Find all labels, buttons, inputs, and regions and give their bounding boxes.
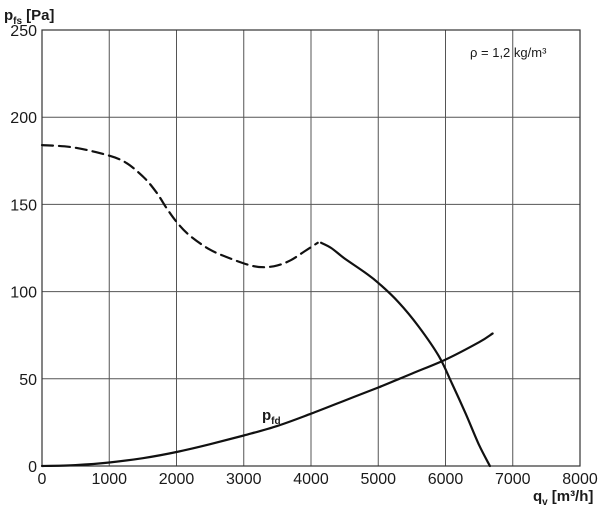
series-line-1	[320, 241, 491, 468]
x-tick-label: 7000	[495, 471, 531, 488]
y-tick-label: 200	[10, 110, 37, 127]
plot-frame	[41, 29, 581, 467]
x-tick-label: 8000	[562, 471, 598, 488]
tick-labels: 0 1000 2000 3000 4000 5000 6000 7000 8000 0 50 100 1…	[10, 23, 598, 488]
x-tick-label: 4000	[293, 471, 329, 488]
y-tick-label: 50	[19, 372, 37, 389]
x-tick-label: 1000	[91, 471, 127, 488]
series-label-pfd: pfd	[262, 407, 281, 427]
x-tick-label: 5000	[360, 471, 396, 488]
y-tick-label: 0	[28, 459, 37, 476]
series-line-2	[40, 332, 494, 468]
grid-lines	[42, 30, 580, 466]
series-line-0	[40, 144, 319, 269]
x-tick-label: 0	[38, 471, 47, 488]
x-tick-label: 3000	[226, 471, 262, 488]
curves	[40, 144, 494, 468]
x-tick-label: 2000	[159, 471, 195, 488]
y-axis-title: pfs [Pa]	[4, 7, 54, 27]
x-axis-title: qv [m³/h]	[533, 488, 593, 508]
density-annotation: ρ = 1,2 kg/m³	[470, 45, 547, 60]
y-tick-label: 100	[10, 285, 37, 302]
x-tick-label: 6000	[428, 471, 464, 488]
y-tick-label: 150	[10, 197, 37, 214]
y-tick-label: 250	[10, 23, 37, 40]
